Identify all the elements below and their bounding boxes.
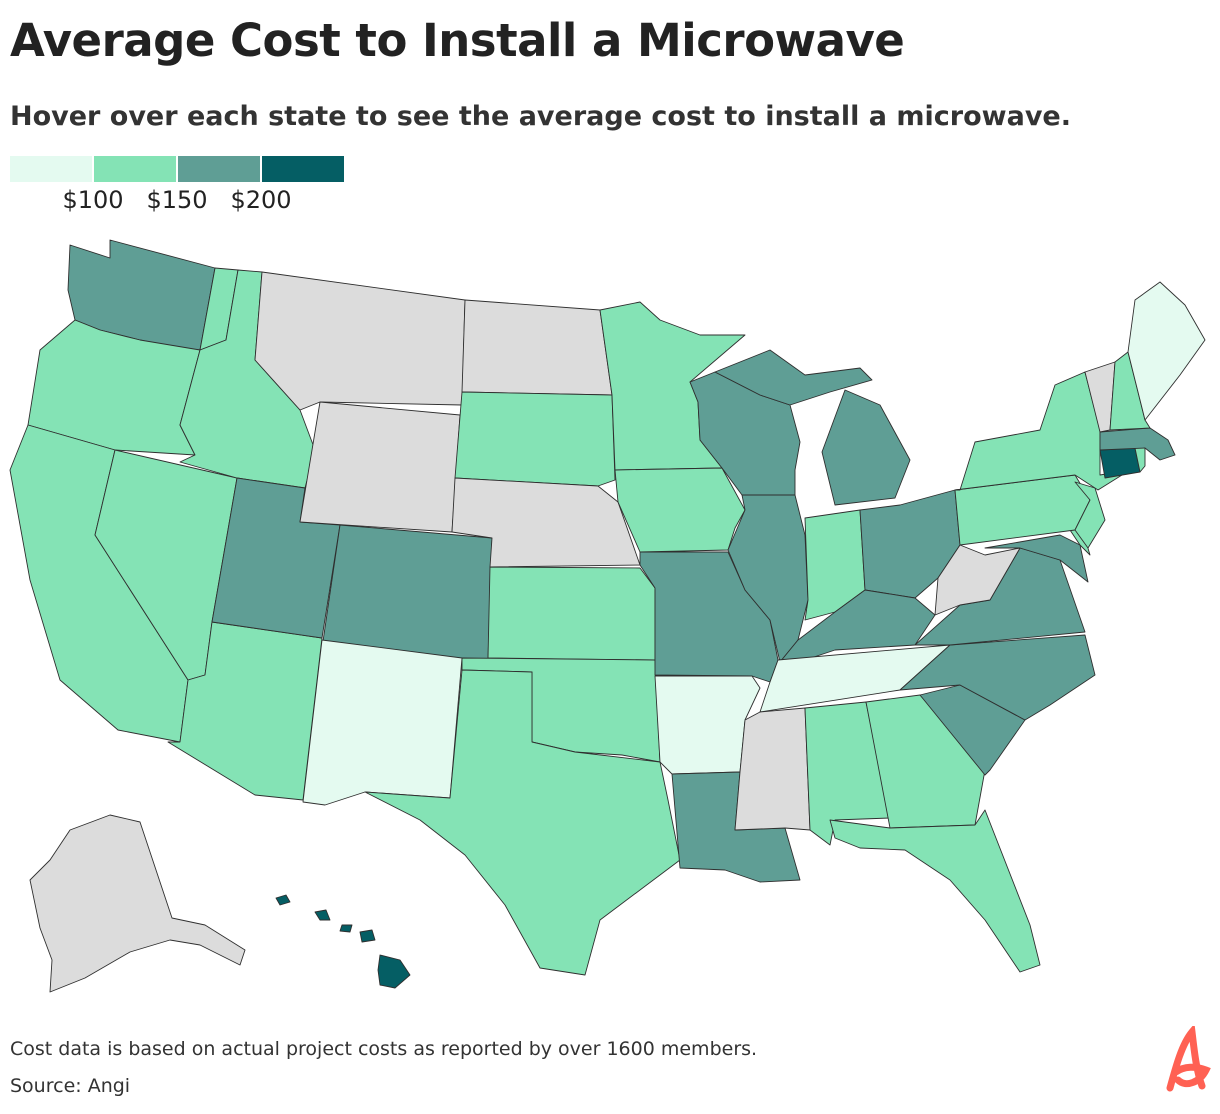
state-alaska[interactable] [29, 814, 246, 993]
state-texas[interactable] [364, 669, 681, 976]
state-michigan-upper[interactable] [714, 349, 873, 406]
state-new-mexico[interactable] [302, 639, 463, 806]
state-michigan-lower[interactable] [821, 389, 911, 506]
color-legend: $100 $150 $200 [10, 156, 350, 216]
legend-swatch-3 [178, 156, 260, 182]
page-title: Average Cost to Install a Microwave [10, 14, 905, 67]
source-note: Source: Angi [10, 1075, 131, 1097]
state-nebraska[interactable] [451, 477, 641, 568]
state-north-carolina[interactable] [899, 634, 1096, 721]
legend-tick-150: $150 [146, 186, 208, 214]
legend-tick-200: $200 [230, 186, 292, 214]
state-montana[interactable] [254, 271, 466, 411]
state-kansas[interactable] [487, 566, 656, 661]
state-north-dakota[interactable] [461, 299, 613, 396]
state-connecticut[interactable] [1099, 447, 1141, 479]
state-iowa[interactable] [614, 467, 746, 553]
angi-logo-icon [1166, 1026, 1211, 1092]
legend-tick-100: $100 [62, 186, 124, 214]
state-hawaii[interactable] [275, 894, 411, 989]
state-massachusetts[interactable] [1099, 427, 1176, 461]
us-map [9, 239, 1206, 993]
state-colorado[interactable] [321, 524, 493, 661]
state-south-carolina[interactable] [919, 684, 1026, 776]
state-maryland[interactable] [984, 534, 1089, 583]
state-new-hampshire[interactable] [1109, 351, 1151, 431]
legend-swatch-2 [94, 156, 176, 182]
legend-swatch-1 [10, 156, 92, 182]
legend-swatch-4 [262, 156, 344, 182]
state-west-virginia[interactable] [934, 544, 1021, 616]
footnote: Cost data is based on actual project cos… [10, 1038, 758, 1060]
state-florida[interactable] [829, 809, 1041, 973]
state-tennessee[interactable] [759, 644, 951, 713]
state-wyoming[interactable] [299, 401, 461, 533]
state-south-dakota[interactable] [454, 391, 616, 487]
page-subtitle: Hover over each state to see the average… [10, 101, 1072, 132]
state-mississippi[interactable] [734, 707, 811, 831]
state-maine[interactable] [1127, 281, 1206, 421]
state-georgia[interactable] [865, 694, 986, 829]
